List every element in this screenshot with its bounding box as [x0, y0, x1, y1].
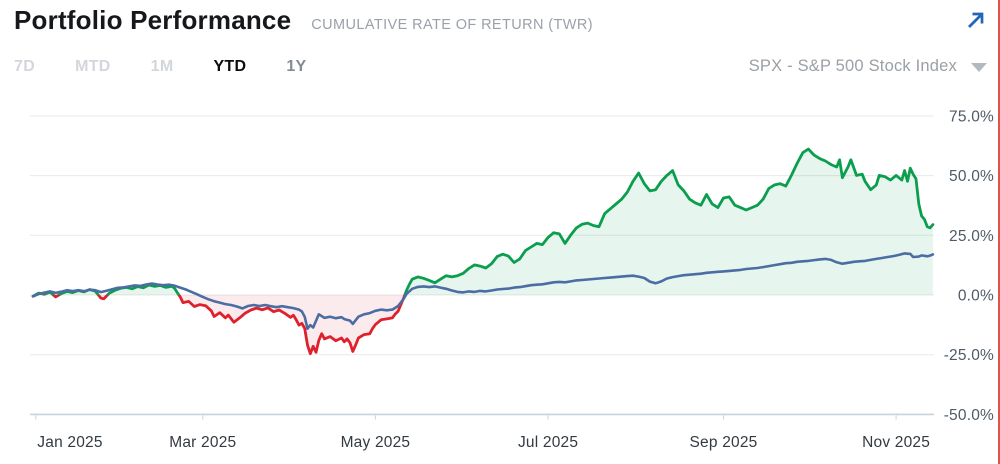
chevron-down-icon: [971, 63, 987, 72]
tab-ytd[interactable]: YTD: [213, 57, 247, 75]
toolbar: 7D MTD 1M YTD 1Y SPX - S&P 500 Stock Ind…: [14, 57, 987, 76]
screen-edge-stripe: [998, 0, 1000, 464]
page-title: Portfolio Performance: [14, 5, 292, 35]
y-axis-label: 0.0%: [958, 288, 994, 305]
y-axis-label: 75.0%: [949, 108, 994, 125]
chart-header: Portfolio Performance CUMULATIVE RATE OF…: [14, 5, 593, 36]
tab-mtd[interactable]: MTD: [75, 57, 111, 75]
x-axis-label: Jul 2025: [518, 434, 578, 451]
y-axis-label: -50.0%: [944, 407, 994, 424]
portfolio-line-negative: [31, 295, 407, 356]
benchmark-line: [31, 252, 935, 330]
y-axis-label: 25.0%: [949, 228, 994, 245]
x-axis-label: Mar 2025: [169, 434, 236, 451]
x-axis-label: Jan 2025: [37, 434, 102, 451]
tab-7d[interactable]: 7D: [14, 57, 36, 75]
portfolio-line-positive: [32, 147, 935, 295]
benchmark-selector[interactable]: SPX - S&P 500 Stock Index: [749, 57, 987, 76]
range-tabs: 7D MTD 1M YTD 1Y: [14, 58, 347, 76]
tab-1y[interactable]: 1Y: [286, 57, 307, 75]
x-axis-label: May 2025: [341, 434, 411, 451]
portfolio-area-positive: [33, 149, 933, 295]
expand-button[interactable]: [962, 7, 989, 34]
tab-1m[interactable]: 1M: [150, 57, 174, 75]
x-axis-label: Sep 2025: [690, 434, 758, 451]
y-axis-label: 50.0%: [949, 168, 994, 185]
chart-subtitle: CUMULATIVE RATE OF RETURN (TWR): [311, 17, 593, 33]
x-axis-label: Nov 2025: [862, 434, 930, 451]
arrow-up-right-icon: [968, 12, 984, 28]
y-axis-label: -25.0%: [944, 347, 994, 364]
benchmark-selected-value: SPX - S&P 500 Stock Index: [748, 57, 957, 75]
